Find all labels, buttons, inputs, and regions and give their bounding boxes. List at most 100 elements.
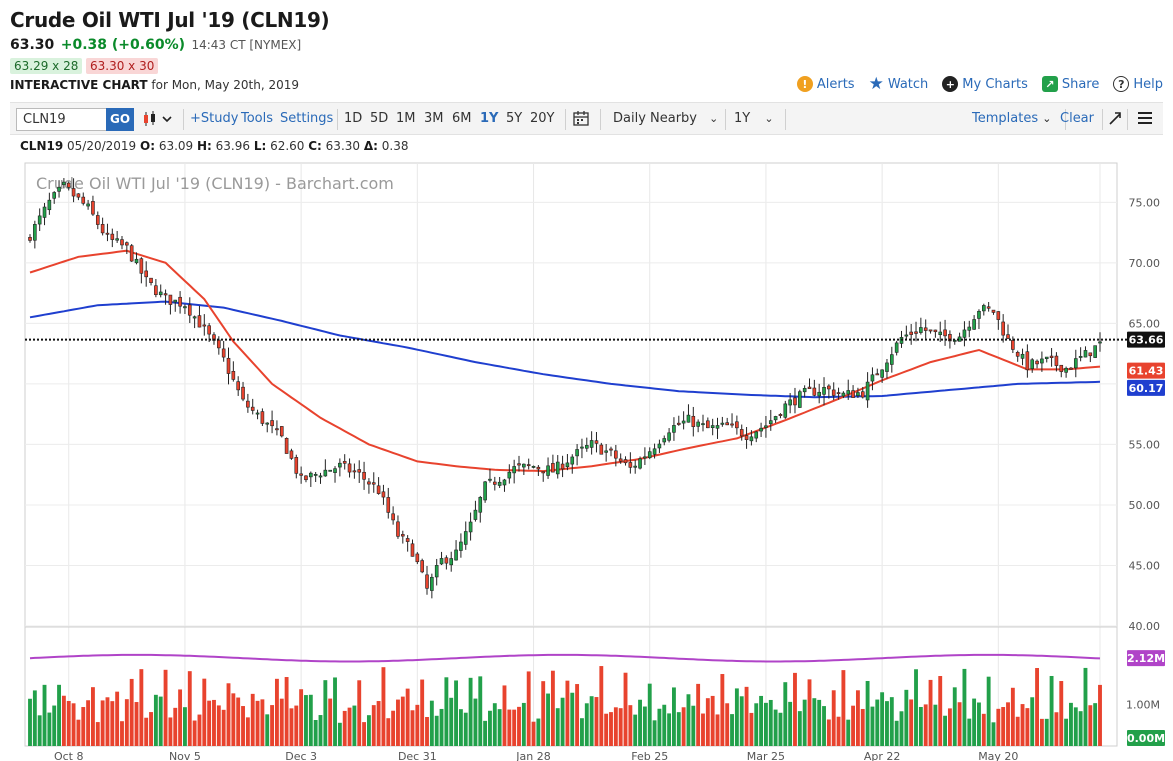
candle-body	[706, 420, 710, 429]
volume-bar	[526, 671, 531, 746]
volume-bar	[938, 676, 943, 746]
period-3m[interactable]: 3M	[424, 111, 444, 126]
volume-bar	[594, 697, 599, 746]
aggregation-select[interactable]: Daily Nearby ⌄	[613, 111, 718, 126]
watch-link[interactable]: ★ Watch	[869, 76, 929, 93]
volume-bar	[463, 712, 468, 746]
range-select[interactable]: 1Y ⌄	[734, 111, 774, 126]
volume-bar	[386, 718, 391, 746]
period-1y[interactable]: 1Y	[480, 111, 499, 126]
candle-body	[120, 239, 124, 246]
tools-button[interactable]: Tools	[241, 111, 274, 126]
candle-body	[744, 435, 749, 440]
candle-body	[71, 188, 76, 197]
go-button[interactable]: GO	[106, 108, 134, 131]
share-link[interactable]: ↗ Share	[1041, 76, 1099, 92]
candle-body	[638, 458, 642, 469]
calendar-button[interactable]	[572, 109, 590, 131]
volume-bar	[875, 699, 880, 746]
volume-bar	[371, 705, 376, 746]
candle-body	[192, 316, 197, 319]
volume-bar	[342, 710, 347, 746]
templates-button[interactable]: Templates ⌄	[972, 111, 1051, 126]
candle-body	[183, 306, 187, 309]
candle-body	[531, 465, 536, 468]
settings-button[interactable]: Settings	[280, 111, 334, 126]
volume-bar	[42, 684, 47, 746]
my-charts-link[interactable]: + My Charts	[942, 76, 1028, 92]
candle-body	[628, 462, 633, 468]
candle-body	[788, 399, 792, 406]
candle-body	[618, 458, 623, 462]
candle-body	[333, 468, 337, 473]
price-chart[interactable]: Crude Oil WTI Jul '19 (CLN19) - Barchart…	[0, 160, 1173, 761]
candle-body	[904, 334, 909, 337]
period-1m[interactable]: 1M	[396, 111, 416, 126]
alerts-link[interactable]: ! Alerts	[796, 76, 855, 92]
candle-body	[798, 391, 802, 408]
period-20y[interactable]: 20Y	[530, 111, 555, 126]
candle-body	[1044, 356, 1049, 360]
candle-body	[875, 373, 880, 376]
volume-bar	[1069, 702, 1073, 746]
candle-body	[817, 391, 821, 397]
volume-bar	[754, 703, 759, 746]
candle-body	[502, 479, 507, 486]
candle-body	[125, 242, 129, 246]
candle-body	[1049, 355, 1054, 358]
candle-body	[134, 258, 139, 264]
volume-bar	[299, 689, 304, 746]
volume-bar	[28, 698, 32, 746]
volume-bar	[744, 686, 749, 746]
candle-body	[250, 406, 255, 411]
volume-bar	[967, 718, 972, 746]
candle-body	[115, 238, 119, 241]
period-5y[interactable]: 5Y	[506, 111, 523, 126]
expand-button[interactable]	[1107, 109, 1123, 131]
low-value: 62.60	[266, 139, 309, 153]
volume-bar	[725, 703, 730, 746]
chevron-down-icon: ⌄	[764, 112, 774, 125]
candle-body	[880, 369, 884, 378]
candle-body	[986, 306, 991, 309]
candle-body	[555, 461, 560, 475]
candle-body	[575, 449, 579, 457]
volume-bar	[773, 709, 778, 746]
candle-body	[1088, 352, 1093, 357]
volume-bar	[444, 677, 449, 746]
volume-bar	[860, 708, 865, 746]
volume-bar	[1015, 716, 1020, 746]
watch-label: Watch	[887, 76, 929, 92]
volume-bar	[163, 669, 168, 746]
chart-type-button[interactable]	[142, 109, 176, 133]
period-1d[interactable]: 1D	[344, 111, 363, 126]
period-6m[interactable]: 6M	[452, 111, 472, 126]
volume-bar	[110, 701, 115, 746]
ohlc-summary: CLN19 05/20/2019 O: 63.09 H: 63.96 L: 62…	[20, 139, 408, 153]
symbol-input[interactable]	[16, 108, 110, 131]
clear-button[interactable]: Clear	[1060, 111, 1094, 126]
volume-bar	[1039, 718, 1044, 746]
candle-body	[352, 470, 357, 473]
period-5d[interactable]: 5D	[370, 111, 389, 126]
volume-bar	[497, 709, 502, 746]
volume-bar	[623, 672, 628, 746]
volume-bar	[730, 714, 734, 746]
high-label: H:	[196, 139, 212, 153]
x-axis-label: Oct 8	[54, 750, 84, 761]
volume-bar	[318, 715, 323, 746]
candle-body	[342, 461, 347, 464]
candle-body	[560, 463, 565, 470]
candle-body	[730, 423, 734, 426]
candle-body	[226, 357, 231, 374]
help-link[interactable]: ? Help	[1113, 76, 1163, 92]
volume-bar	[865, 680, 870, 746]
x-axis-label: Mar 25	[747, 750, 785, 761]
volume-bar	[1078, 711, 1083, 746]
add-study-button[interactable]: +Study	[190, 111, 239, 126]
menu-button[interactable]	[1136, 109, 1154, 131]
candle-body	[1054, 355, 1059, 366]
volume-bar	[696, 683, 701, 746]
candle-body	[1040, 358, 1044, 364]
volume-bar	[178, 689, 183, 746]
